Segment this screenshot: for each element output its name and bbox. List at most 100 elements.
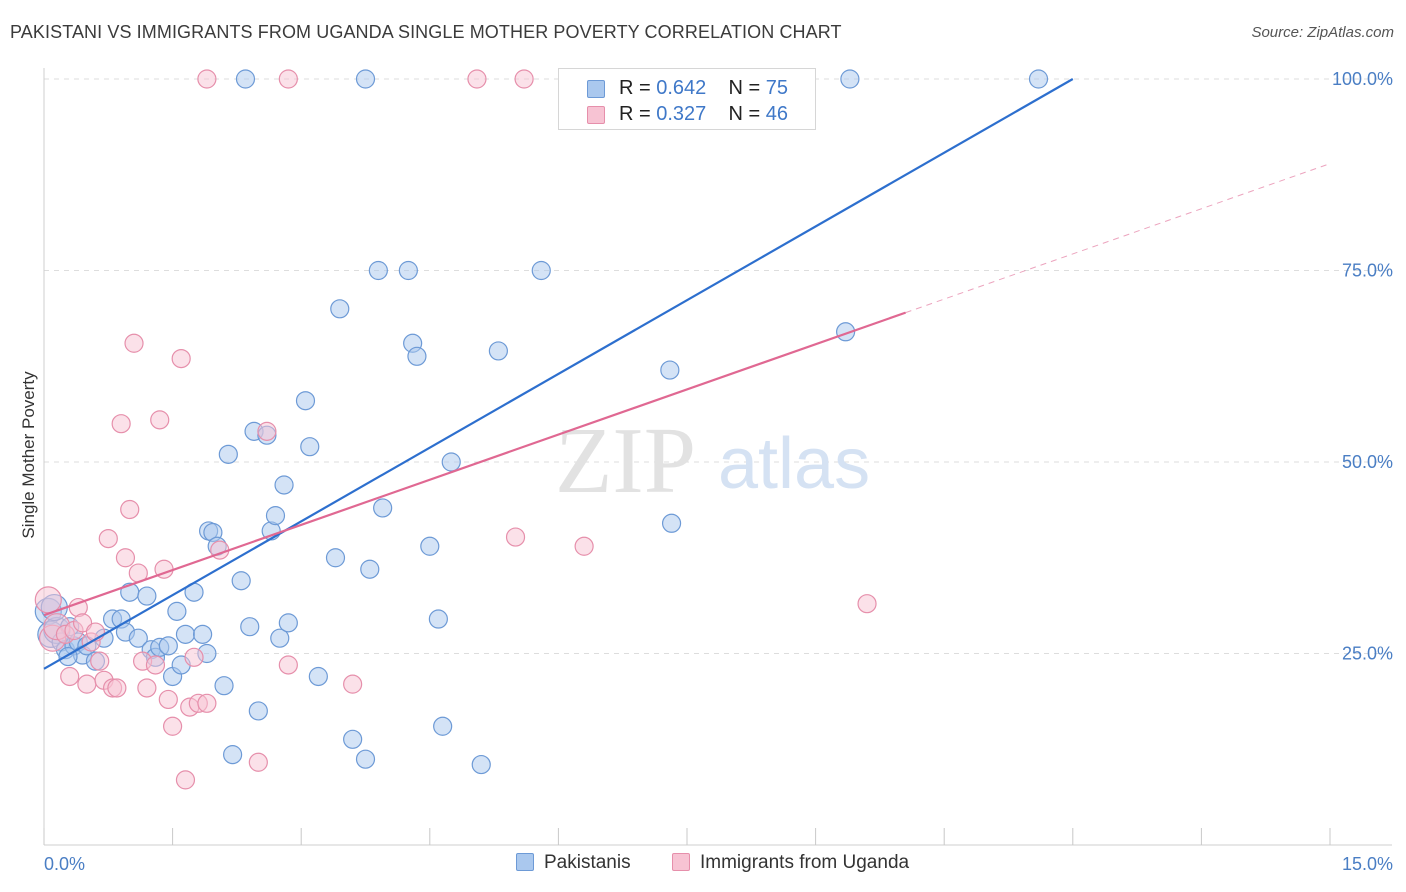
uganda-point [257, 421, 277, 441]
uganda-point [77, 674, 97, 694]
bottom-legend-label: Pakistanis [544, 852, 631, 873]
uganda-point [111, 414, 131, 434]
uganda-point [158, 689, 178, 710]
watermark-zip: ZIP [555, 409, 696, 513]
pakistani-point [193, 624, 213, 644]
pakistani-point [167, 601, 187, 621]
pakistani-point [231, 571, 251, 591]
pakistani-point [223, 745, 243, 765]
uganda-point [171, 348, 191, 369]
uganda-point [514, 69, 534, 89]
pakistani-point [433, 716, 453, 736]
source-credit: Source: ZipAtlas.com [1251, 24, 1394, 41]
uganda-point [124, 333, 144, 353]
legend-r-value: 0.327 [656, 103, 707, 125]
uganda-trend-extension [905, 163, 1331, 314]
pakistani-point [218, 444, 238, 464]
uganda-point [137, 678, 157, 698]
pakistani-point [235, 69, 256, 89]
legend-n-label: N = [728, 77, 761, 99]
pakistani-point [295, 391, 316, 411]
pakistani-point [158, 636, 178, 656]
bottom-legend-swatch-pink [672, 853, 690, 871]
uganda-point [467, 69, 487, 89]
uganda-trend-line [43, 311, 906, 617]
pakistani-point [488, 341, 508, 361]
legend-r-label: R = [619, 77, 651, 99]
bottom-legend-swatch-blue [516, 853, 534, 871]
bottom-legend-uganda: Immigrants from Uganda [672, 852, 909, 874]
pakistani-point [661, 513, 682, 533]
pakistani-point [325, 548, 346, 568]
uganda-point [248, 752, 268, 772]
uganda-point [98, 528, 118, 549]
y-tick-label: 75.0% [1342, 261, 1393, 281]
pakistani-point [300, 437, 320, 457]
pakistani-point [531, 260, 551, 281]
watermark-atlas: atlas [718, 424, 870, 504]
pakistani-point [368, 260, 388, 281]
uganda-point [857, 594, 877, 614]
legend-n-value: 75 [765, 77, 789, 99]
pakistani-point [420, 536, 440, 556]
x-tick-label: 15.0% [1342, 854, 1393, 874]
uganda-point [60, 666, 80, 687]
uganda-point [197, 693, 217, 713]
uganda-point [343, 674, 363, 694]
pakistani-point [248, 701, 268, 721]
bottom-legend-label: Immigrants from Uganda [700, 852, 910, 873]
pakistani-point [428, 609, 448, 629]
watermark: ZIP atlas [555, 409, 870, 513]
pakistani-point [240, 617, 260, 637]
pakistani-trend-line [43, 78, 1074, 670]
pakistani-point [278, 613, 298, 633]
grid-layer [44, 78, 1392, 654]
pakistani-point [128, 628, 148, 648]
pakistani-point [330, 299, 350, 319]
y-tick-label: 50.0% [1342, 452, 1393, 472]
pakistani-point [175, 624, 196, 644]
uganda-point [175, 770, 196, 790]
chart-title: PAKISTANI VS IMMIGRANTS FROM UGANDA SING… [10, 22, 842, 42]
pakistani-point [270, 628, 290, 648]
pakistani-point [265, 506, 286, 526]
legend-swatch-pink [587, 106, 605, 124]
legend-r-value: 0.642 [656, 77, 707, 99]
pakistani-point [407, 346, 427, 366]
legend-n-label: N = [728, 103, 761, 125]
uganda-point [197, 69, 217, 89]
y-tick-label: 25.0% [1342, 644, 1393, 664]
pakistani-point [398, 260, 418, 281]
bottom-legend-pakistanis: Pakistanis [516, 852, 631, 874]
uganda-point [107, 678, 127, 698]
uganda-point [505, 527, 526, 547]
uganda-point [150, 410, 170, 430]
stats-legend: R = 0.642 N = 75 R = 0.327 N = 46 [558, 68, 816, 130]
uganda-point [184, 647, 204, 667]
uganda-point [145, 655, 166, 675]
uganda-point [278, 655, 298, 675]
uganda-point [574, 536, 594, 556]
pakistani-point [137, 586, 157, 606]
y-axis-label: Single Mother Poverty [19, 371, 38, 539]
axis-layer: 25.0% 50.0% 75.0% 100.0% 0.0% 15.0% [43, 68, 1393, 874]
uganda-point [115, 548, 136, 568]
pakistani-point [373, 498, 393, 518]
uganda-point [120, 499, 140, 520]
pakistani-point [274, 475, 294, 495]
pakistani-point [471, 754, 491, 775]
pakistani-point [355, 69, 376, 89]
legend-r-label: R = [619, 103, 651, 125]
uganda-point [278, 69, 298, 89]
pakistani-point [660, 360, 680, 380]
trend-layer [43, 78, 1331, 670]
uganda-point [90, 651, 110, 671]
legend-swatch-blue [587, 80, 605, 98]
pakistani-point [441, 452, 461, 472]
uganda-point [163, 716, 183, 736]
y-tick-label: 100.0% [1332, 69, 1393, 89]
uganda-point [34, 586, 62, 614]
pakistani-point [1028, 69, 1049, 89]
points-layer [34, 69, 1049, 790]
